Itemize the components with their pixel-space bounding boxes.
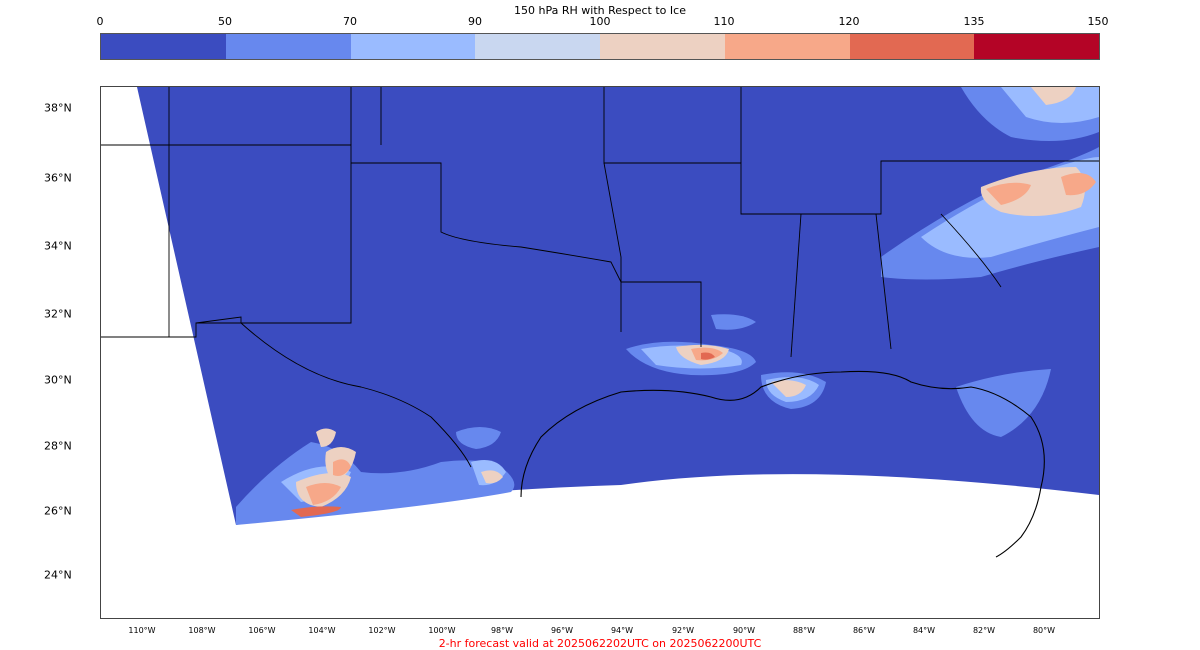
lat-label: 26°N bbox=[44, 504, 72, 518]
forecast-valid-text: 2-hr forecast valid at 2025062202UTC on … bbox=[438, 637, 762, 650]
lat-label: 32°N bbox=[44, 307, 72, 321]
colorbar-tick: 110 bbox=[713, 15, 735, 28]
lat-label: 24°N bbox=[44, 568, 72, 582]
lon-label: 90°W bbox=[732, 626, 756, 635]
lat-label: 34°N bbox=[44, 239, 72, 253]
lon-label: 108°W bbox=[188, 626, 216, 635]
lon-label: 94°W bbox=[610, 626, 634, 635]
rh-contours-110-135 bbox=[306, 173, 1096, 505]
state-borders bbox=[101, 87, 1099, 468]
map-svg bbox=[101, 87, 1099, 558]
model-domain bbox=[137, 87, 1099, 525]
lon-label: 84°W bbox=[912, 626, 936, 635]
coastline bbox=[520, 370, 1045, 558]
lon-label: 80°W bbox=[1032, 626, 1056, 635]
colorbar-title: 150 hPa RH with Respect to Ice bbox=[514, 4, 686, 17]
map-panel[interactable] bbox=[100, 86, 1100, 619]
colorbar bbox=[100, 33, 1100, 60]
colorbar-tick: 135 bbox=[963, 15, 985, 28]
rh-contours-135-150 bbox=[291, 352, 715, 517]
lon-label: 106°W bbox=[248, 626, 276, 635]
lon-label: 86°W bbox=[852, 626, 876, 635]
lon-label: 92°W bbox=[671, 626, 695, 635]
colorbar-tick: 50 bbox=[218, 15, 232, 28]
colorbar-tick: 100 bbox=[589, 15, 611, 28]
colorbar-bin bbox=[225, 34, 351, 59]
colorbar-tick: 120 bbox=[838, 15, 860, 28]
colorbar-bin bbox=[974, 34, 1099, 59]
lon-label: 102°W bbox=[368, 626, 396, 635]
colorbar-tick: 90 bbox=[468, 15, 482, 28]
lat-label: 38°N bbox=[44, 101, 72, 115]
lat-label: 28°N bbox=[44, 439, 72, 453]
lon-label: 110°W bbox=[128, 626, 156, 635]
colorbar-bin bbox=[475, 34, 600, 59]
lat-label: 30°N bbox=[44, 373, 72, 387]
colorbar-bin bbox=[724, 34, 850, 59]
lon-label: 100°W bbox=[428, 626, 456, 635]
colorbar-tick: 70 bbox=[343, 15, 357, 28]
lon-label: 82°W bbox=[972, 626, 996, 635]
colorbar-bin bbox=[350, 34, 476, 59]
lon-label: 88°W bbox=[792, 626, 816, 635]
lat-label: 36°N bbox=[44, 171, 72, 185]
colorbar-ticks: 0 50 70 90 100 110 120 135 150 bbox=[96, 15, 1109, 31]
lon-label: 98°W bbox=[490, 626, 514, 635]
colorbar-bin bbox=[101, 34, 226, 59]
colorbar-tick: 0 bbox=[96, 15, 104, 28]
colorbar-tick: 150 bbox=[1087, 15, 1109, 28]
lon-label: 96°W bbox=[550, 626, 574, 635]
lon-label: 104°W bbox=[308, 626, 336, 635]
colorbar-bin bbox=[600, 34, 725, 59]
colorbar-bin bbox=[849, 34, 975, 59]
